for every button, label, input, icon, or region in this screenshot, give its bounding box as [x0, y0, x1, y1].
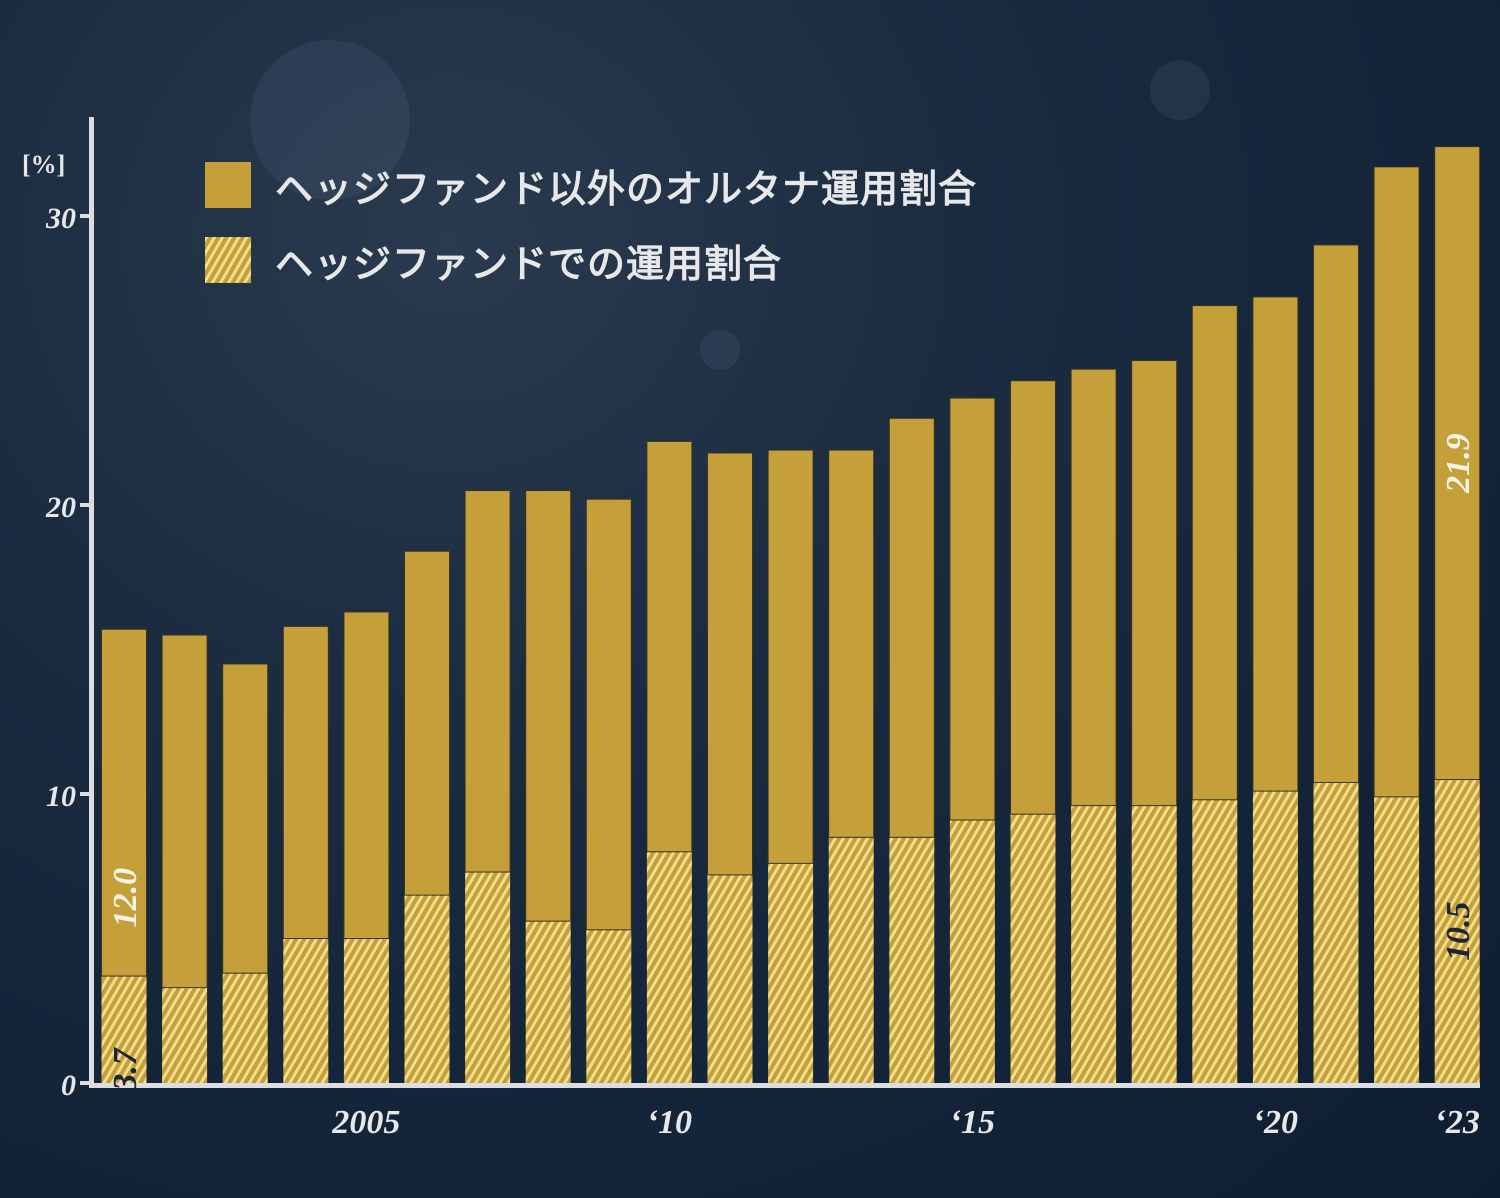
- background-glow: [700, 330, 740, 370]
- bar-non-hedge-fund-2019: [1191, 305, 1238, 801]
- bar-non-hedge-fund-2012: [767, 449, 814, 864]
- bar-non-hedge-fund-2015: [949, 397, 996, 821]
- y-tick-mark: [80, 503, 90, 507]
- bar-hedge-fund-2023: [1434, 779, 1480, 1083]
- bar-hedge-fund-2005: [343, 938, 389, 1083]
- background-glow: [250, 40, 410, 200]
- legend-item-non-hedge-fund: ヘッジファンド以外のオルタナ運用割合: [205, 160, 978, 211]
- bar-hedge-fund-2009: [586, 929, 632, 1083]
- bar-non-hedge-fund-2023: [1434, 146, 1481, 781]
- bar-hedge-fund-2012: [768, 863, 814, 1083]
- bar-hedge-fund-2004: [283, 938, 329, 1083]
- bar-hedge-fund-2002: [162, 987, 208, 1083]
- y-axis-line: [89, 117, 94, 1086]
- bar-hedge-fund-2008: [525, 921, 571, 1083]
- bar-value-label: 21.9: [1440, 433, 1477, 494]
- legend-swatch-solid-icon: [205, 162, 251, 208]
- legend-swatch-hatched-icon: [205, 237, 251, 283]
- bar-hedge-fund-2016: [1010, 814, 1056, 1083]
- legend-item-hedge-fund: ヘッジファンドでの運用割合: [205, 235, 977, 286]
- legend: ヘッジファンド以外のオルタナ運用割合 ヘッジファンドでの運用割合: [205, 160, 977, 310]
- bar-hedge-fund-2021: [1313, 782, 1359, 1083]
- legend-label: ヘッジファンドでの運用割合: [275, 240, 783, 286]
- bar-non-hedge-fund-2003: [222, 663, 269, 974]
- bar-non-hedge-fund-2004: [282, 625, 329, 939]
- bar-non-hedge-fund-2018: [1131, 360, 1178, 807]
- bar-non-hedge-fund-2016: [1010, 380, 1056, 815]
- bar-non-hedge-fund-2020: [1252, 296, 1299, 792]
- bar-non-hedge-fund-2013: [828, 449, 875, 838]
- bar-value-label: 3.7: [107, 1046, 144, 1092]
- bar-hedge-fund-2015: [949, 820, 995, 1083]
- bar-hedge-fund-2010: [646, 851, 692, 1083]
- x-tick-label: ‘20: [1253, 1104, 1298, 1141]
- bar-non-hedge-fund-2021: [1313, 244, 1359, 783]
- bar-non-hedge-fund-2011: [707, 452, 753, 876]
- x-tick-label: ‘10: [647, 1104, 692, 1141]
- bar-hedge-fund-2020: [1252, 791, 1298, 1083]
- bar-non-hedge-fund-2010: [646, 440, 693, 853]
- bar-non-hedge-fund-2014: [888, 417, 935, 838]
- bar-non-hedge-fund-2017: [1070, 368, 1117, 807]
- y-tick-mark: [80, 1081, 90, 1085]
- bar-non-hedge-fund-2009: [585, 498, 632, 931]
- bar-value-label: 12.0: [107, 868, 144, 928]
- bar-non-hedge-fund-2002: [161, 634, 208, 989]
- bar-hedge-fund-2017: [1071, 805, 1117, 1083]
- y-tick-mark: [80, 792, 90, 796]
- bar-hedge-fund-2018: [1131, 805, 1177, 1083]
- bar-hedge-fund-2006: [404, 895, 450, 1083]
- y-axis-unit-label: [%]: [22, 150, 66, 179]
- x-tick-label: 2005: [331, 1104, 400, 1141]
- bar-hedge-fund-2022: [1374, 796, 1420, 1083]
- bar-hedge-fund-2011: [707, 874, 753, 1083]
- bar-non-hedge-fund-2007: [464, 490, 511, 873]
- y-tick-label: 10: [46, 780, 76, 813]
- bar-non-hedge-fund-2006: [404, 550, 450, 896]
- bar-hedge-fund-2014: [889, 837, 935, 1083]
- bars-group: [101, 146, 1481, 1083]
- axes-group: 0 10 20 30 2005 ‘10 ‘15 ‘20 ‘23: [45, 117, 1480, 1141]
- bar-hedge-fund-2019: [1192, 799, 1238, 1083]
- y-tick-mark: [80, 214, 90, 218]
- bar-hedge-fund-2013: [828, 837, 874, 1083]
- y-tick-label: 20: [45, 491, 76, 524]
- y-tick-label: 0: [61, 1069, 76, 1102]
- x-axis-line: [89, 1083, 1480, 1088]
- bar-hedge-fund-2001: [101, 976, 147, 1083]
- bar-non-hedge-fund-2001: [101, 628, 147, 977]
- bar-non-hedge-fund-2005: [343, 611, 390, 939]
- x-tick-label: ‘15: [950, 1104, 995, 1141]
- bar-hedge-fund-2003: [222, 973, 268, 1083]
- bar-non-hedge-fund-2008: [525, 490, 572, 922]
- background-glow: [1150, 60, 1210, 120]
- legend-label: ヘッジファンド以外のオルタナ運用割合: [275, 165, 978, 211]
- bar-non-hedge-fund-2022: [1373, 166, 1420, 798]
- bar-value-label: 10.5: [1440, 902, 1477, 962]
- labels-group: 3.7 12.0 10.5 21.9: [107, 433, 1477, 1091]
- x-tick-label: ‘23: [1435, 1104, 1480, 1141]
- y-tick-label: 30: [45, 202, 76, 235]
- bar-hedge-fund-2007: [465, 872, 511, 1083]
